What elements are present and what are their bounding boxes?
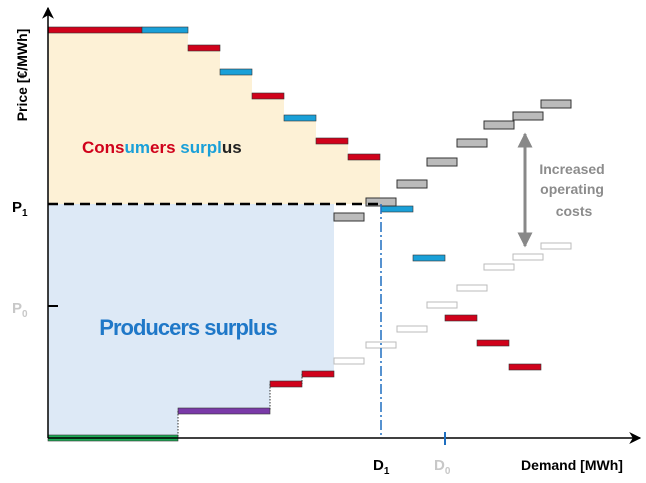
old-supply-step — [483, 263, 515, 271]
new-supply-step — [456, 138, 488, 148]
old-supply-step — [426, 301, 458, 309]
demand-step — [219, 68, 253, 76]
new-supply-step — [396, 179, 428, 189]
x-label: Demand [MWh] — [521, 457, 623, 473]
p1-label: P1 — [12, 199, 28, 219]
old-supply-step — [540, 242, 572, 250]
demand-step — [476, 339, 510, 347]
consumers-surplus: Consumers surplus — [82, 138, 242, 157]
p0-label: P0 — [12, 300, 28, 320]
annotation: Increased operating costs — [539, 161, 608, 219]
new-supply-step — [512, 111, 544, 121]
demand-step — [380, 205, 414, 213]
producer-area — [48, 204, 334, 438]
old-supply-step — [333, 357, 365, 365]
old-supply-step — [512, 253, 544, 261]
new-supply-step — [333, 212, 365, 222]
new-supply-step — [426, 157, 458, 167]
demand-step — [315, 137, 349, 145]
demand-step — [444, 314, 478, 322]
supply-step — [269, 380, 303, 388]
demand-step — [283, 114, 317, 122]
old-supply-step — [396, 325, 428, 333]
producers-surplus: Producers surplus — [99, 315, 277, 340]
demand-step — [347, 153, 381, 161]
demand-step — [251, 92, 285, 100]
d0-label: D0 — [434, 457, 451, 477]
consumer-area — [48, 30, 380, 204]
demand-step — [508, 363, 542, 371]
old-supply-step — [456, 284, 488, 292]
d1-label: D1 — [373, 457, 390, 477]
y-label: Price [€/MWh] — [14, 29, 30, 122]
new-supply-step — [483, 120, 515, 130]
supply-step — [301, 370, 335, 378]
demand-step — [141, 26, 189, 34]
new-supply-step — [540, 99, 572, 109]
supply-step — [177, 407, 271, 415]
demand-step — [412, 254, 446, 262]
demand-step — [187, 44, 221, 52]
demand-step — [47, 26, 143, 34]
